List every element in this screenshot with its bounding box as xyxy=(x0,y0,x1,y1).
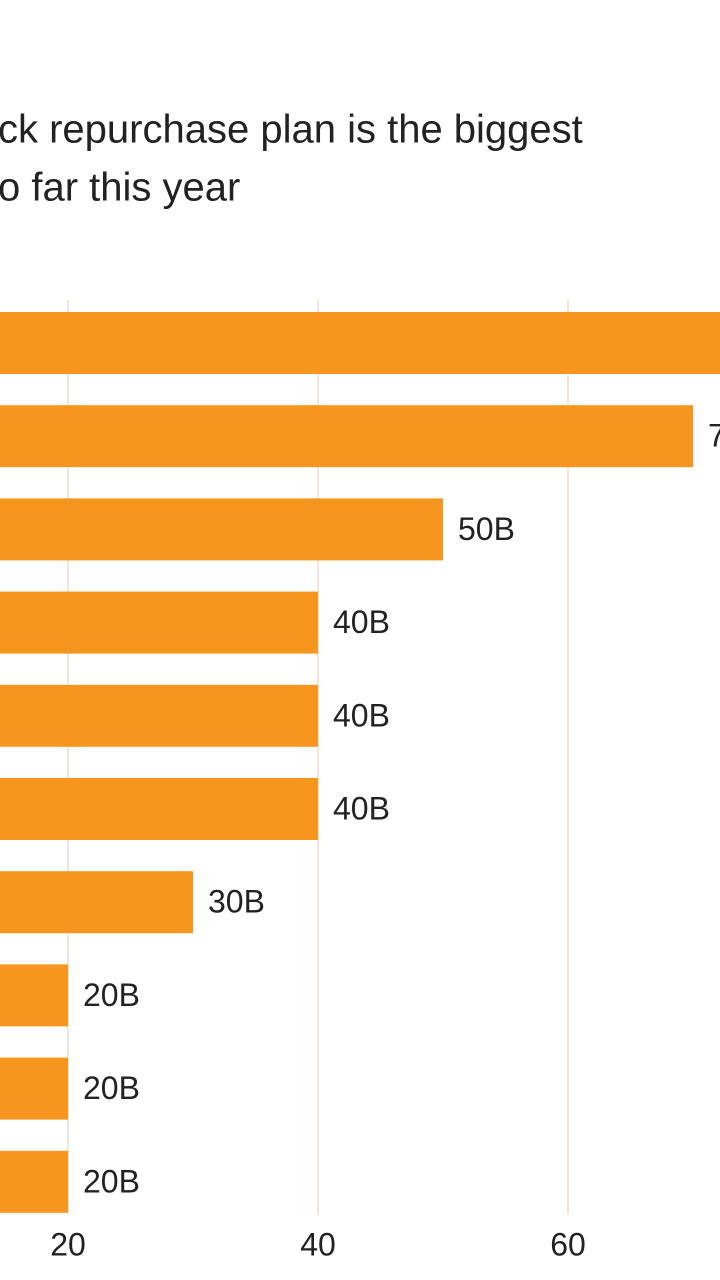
value-label: 30B xyxy=(208,884,265,920)
value-label: 40B xyxy=(333,697,390,733)
bar xyxy=(0,498,443,561)
bar xyxy=(0,405,693,468)
bar xyxy=(0,871,193,934)
value-label: 40B xyxy=(333,604,390,640)
value-label: 20B xyxy=(83,1163,140,1199)
bar xyxy=(0,312,720,374)
value-label: 40B xyxy=(333,790,390,826)
bar xyxy=(0,964,68,1027)
bar xyxy=(0,591,318,654)
bar xyxy=(0,778,318,840)
x-tick-label: 20 xyxy=(50,1226,86,1262)
x-tick-label: 40 xyxy=(300,1226,336,1262)
value-label: 20B xyxy=(83,1070,140,1106)
value-label: 20B xyxy=(83,977,140,1013)
bar xyxy=(0,684,318,747)
chart-title: o far this year xyxy=(0,166,240,210)
bar xyxy=(0,1150,68,1213)
value-label: 70B xyxy=(708,418,720,454)
x-tick-label: 60 xyxy=(550,1226,586,1262)
bar xyxy=(0,1057,68,1120)
value-label: 50B xyxy=(458,511,515,547)
chart-title: ck repurchase plan is the biggest xyxy=(0,108,583,152)
